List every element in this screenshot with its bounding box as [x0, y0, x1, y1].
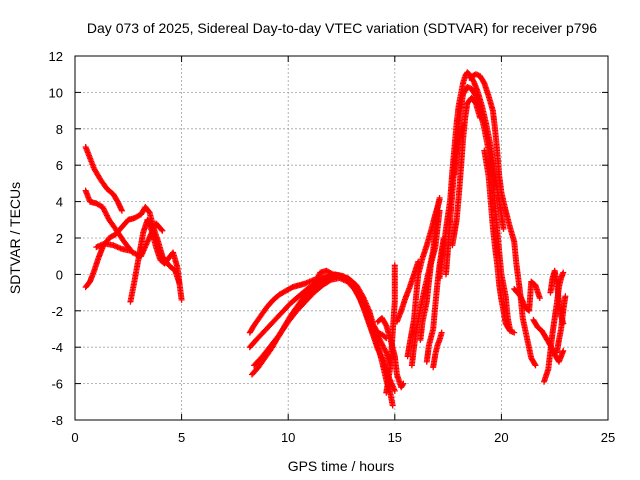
y-tick-label: -4	[51, 340, 63, 355]
series-arc-1	[82, 144, 125, 214]
x-tick-label: 25	[601, 430, 615, 445]
data-point	[560, 347, 567, 354]
data-point	[460, 122, 467, 129]
y-tick-label: 2	[56, 231, 63, 246]
data-point	[382, 321, 389, 328]
data-point	[436, 194, 443, 201]
series-arc-25	[511, 278, 543, 314]
data-point	[560, 269, 567, 276]
series-arc-16	[417, 207, 443, 343]
series-arc-5	[127, 216, 185, 305]
series-arc-10	[306, 267, 336, 296]
data-point	[532, 362, 539, 369]
data-point	[438, 329, 445, 336]
y-tick-label: 4	[56, 195, 63, 210]
data-point	[159, 227, 166, 234]
series-arc-4	[93, 240, 134, 254]
data-point	[178, 296, 185, 303]
data-point	[400, 380, 407, 387]
series-arc-12	[383, 262, 398, 396]
series-arc-2	[82, 187, 166, 260]
series-arc-24	[481, 147, 518, 336]
data-point	[500, 225, 507, 232]
axes: 0 5 10 15 20 25 -8 -6 -4 -2 0 2 4 6 8 10 12	[49, 49, 616, 445]
data-points	[82, 69, 569, 409]
y-tick-label: -8	[51, 413, 63, 428]
data-point	[389, 402, 396, 409]
series-arc-14	[404, 196, 443, 360]
series-arc-9	[251, 275, 398, 394]
x-tick-label: 0	[71, 430, 78, 445]
y-tick-label: 12	[49, 49, 63, 64]
data-point	[391, 262, 398, 269]
data-point	[118, 207, 125, 214]
data-point	[127, 247, 134, 254]
y-tick-label: 0	[56, 267, 63, 282]
data-point	[436, 207, 443, 214]
series-arc-18	[430, 329, 445, 371]
data-point	[477, 114, 484, 121]
y-axis-label: SDTVAR / TECUs	[7, 182, 23, 294]
data-point	[391, 387, 398, 394]
data-point	[328, 270, 335, 277]
data-point	[399, 381, 406, 388]
data-point	[511, 329, 518, 336]
y-tick-label: 6	[56, 158, 63, 173]
y-tick-label: -2	[51, 304, 63, 319]
data-point	[536, 295, 543, 302]
series-arc-11	[374, 315, 407, 391]
x-tick-label: 5	[178, 430, 185, 445]
data-point	[531, 361, 538, 368]
x-tick-label: 15	[388, 430, 402, 445]
chart-title: Day 073 of 2025, Sidereal Day-to-day VTE…	[87, 20, 597, 36]
series-arc-23	[466, 71, 539, 369]
y-tick-label: 8	[56, 122, 63, 137]
data-point	[329, 271, 336, 278]
x-axis-label: GPS time / hours	[288, 458, 395, 474]
data-point	[562, 293, 569, 300]
data-point	[472, 91, 479, 98]
plot-frame	[74, 55, 609, 421]
y-tick-label: 10	[49, 85, 63, 100]
y-tick-label: -6	[51, 377, 63, 392]
series-arc-29	[553, 293, 569, 356]
x-tick-label: 20	[494, 430, 508, 445]
x-tick-label: 10	[281, 430, 295, 445]
series-arc-22	[451, 122, 467, 178]
data-point	[158, 226, 165, 233]
